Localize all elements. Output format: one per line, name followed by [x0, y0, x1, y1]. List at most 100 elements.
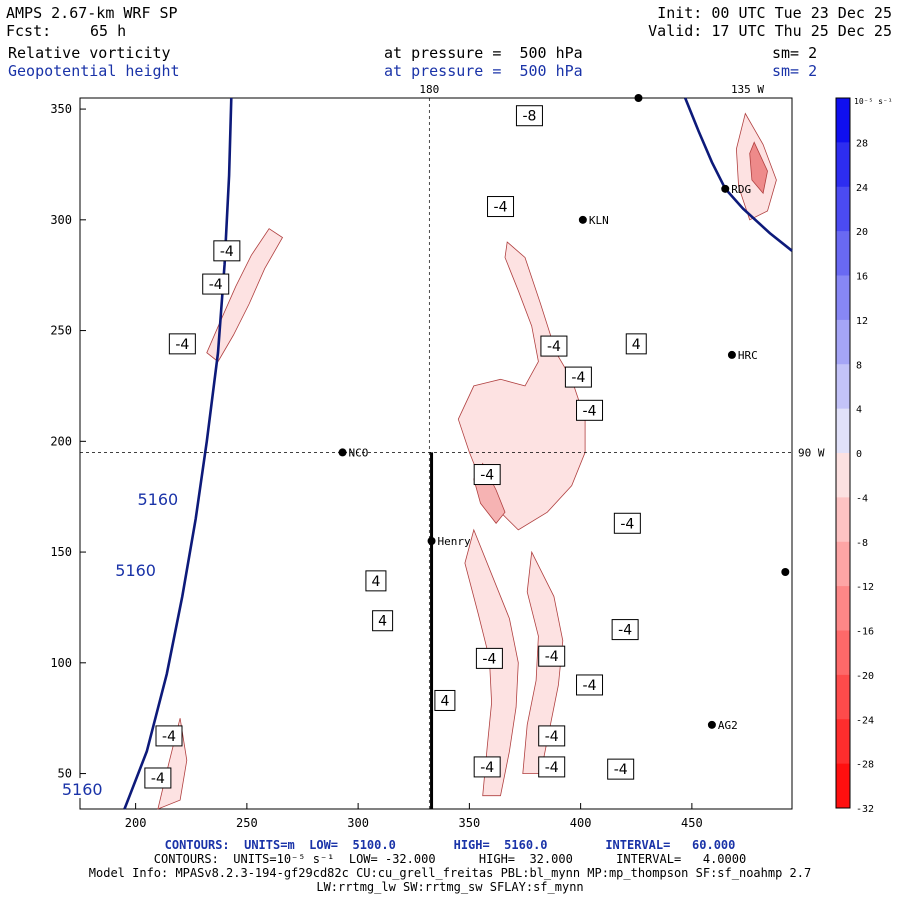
colorbar-swatch-1 — [836, 142, 850, 188]
y-tick-label-350: 350 — [50, 102, 72, 116]
axes: 200 250 300 350 400 450 50 100 150 200 250 300 350 — [50, 102, 702, 830]
vorticity-label-box-16 — [576, 674, 604, 696]
vorticity-label-box-4 — [168, 333, 196, 355]
field-2-smoothing: sm= 2 — [772, 62, 818, 80]
x-tick-label-250: 250 — [236, 816, 258, 830]
colorbar-level-6: 8 — [856, 360, 862, 371]
vorticity-label-0: -8 — [522, 109, 536, 125]
vorticity-label-box-12 — [372, 610, 394, 632]
model-info: Model Info: MPASv8.2.3-194-gf29cd82c CU:… — [88, 866, 812, 880]
colorbar-unit: 10⁻⁵ s⁻¹ — [854, 97, 893, 106]
station-marker-3 — [721, 184, 730, 193]
vorticity-label-box-7 — [564, 366, 592, 388]
x-tick-label-300: 300 — [347, 816, 369, 830]
vorticity-label-5: -4 — [547, 339, 561, 355]
vorticity-label-1: -4 — [494, 200, 508, 216]
vorticity-label-7: -4 — [571, 370, 585, 386]
colorbar-level-8: 0 — [856, 449, 862, 460]
colorbar-swatch-9 — [836, 497, 850, 543]
vorticity-label-3: -4 — [209, 277, 223, 293]
colorbar-swatch-2 — [836, 186, 850, 232]
station-marker-7 — [634, 94, 643, 102]
station-marker-5 — [707, 720, 716, 729]
height-label-bg-0-0 — [135, 487, 182, 508]
height-contour-info: CONTOURS: UNITS=m LOW= 5100.0 HIGH= 5160… — [164, 838, 736, 852]
vorticity-label-23: -4 — [614, 762, 628, 778]
colorbar-level-14: -24 — [856, 715, 874, 726]
station-marker-2 — [578, 215, 587, 224]
station-marker-1 — [427, 536, 436, 545]
colorbar-swatch-15 — [836, 763, 850, 809]
colorbar-swatch-12 — [836, 630, 850, 676]
meridian-label-2: 90 W — [798, 446, 825, 459]
vorticity-label-9: -4 — [480, 468, 494, 484]
vorticity-label-15: -4 — [545, 649, 559, 665]
height-contours: 5160 5160 5160 — [60, 97, 793, 810]
model-info-radiation: LW:rrtmg_lw SW:rrtmg_sw SFLAY:sf_mynn — [316, 880, 584, 894]
y-tick-label-50: 50 — [58, 767, 72, 781]
height-contour-label-0-2: 5160 — [62, 780, 103, 799]
vorticity-label-16: -4 — [583, 678, 597, 694]
colorbar-level-7: 4 — [856, 405, 862, 416]
vorticity-labels: -8 -4 -4 -4 -4 -4 4 -4 -4 -4 -4 4 4 -4 -4 -4 -4 4 -4 -4 -4 -4… — [144, 105, 647, 789]
station-label-3: RDG — [731, 183, 751, 196]
x-tick-label-200: 200 — [125, 816, 147, 830]
vorticity-label-box-1 — [487, 196, 515, 218]
colorbar: 28 24 20 16 12 8 4 0 -4 -8 -12 -16 -20 -24 -28 -32 10⁻⁵ … — [835, 97, 893, 815]
vorticity-label-box-22 — [144, 767, 172, 789]
vorticity-label-14: -4 — [482, 651, 496, 667]
height-label-bg-0-1 — [113, 558, 160, 579]
vorticity-label-box-20 — [473, 756, 501, 778]
vorticity-label-box-14 — [475, 647, 503, 669]
height-contour-label-0-0: 5160 — [138, 490, 179, 509]
vorticity-label-13: -4 — [618, 623, 632, 639]
colorbar-swatch-7 — [836, 408, 850, 454]
station-label-2: KLN — [589, 214, 609, 227]
vorticity-label-8: -4 — [583, 403, 597, 419]
colorbar-frame — [835, 97, 851, 809]
meridian-lines: 180 135 W 90 W — [80, 83, 825, 809]
colorbar-swatch-11 — [836, 586, 850, 631]
height-contour-line-0 — [123, 97, 233, 810]
y-tick-label-300: 300 — [50, 213, 72, 227]
vorticity-label-box-11 — [365, 570, 387, 592]
station-label-1: Henry — [438, 535, 471, 548]
y-tick-label-200: 200 — [50, 434, 72, 448]
vorticity-label-17: 4 — [440, 693, 449, 709]
y-tick-label-150: 150 — [50, 545, 72, 559]
vorticity-region-1 — [206, 228, 284, 363]
y-tick-label-250: 250 — [50, 324, 72, 338]
meridian-label-0: 180 — [419, 83, 439, 96]
vorticity-label-box-18 — [155, 725, 183, 747]
vorticity-label-19: -4 — [545, 729, 559, 745]
colorbar-swatch-5 — [836, 319, 850, 365]
colorbar-swatch-4 — [836, 275, 850, 321]
vorticity-label-12: 4 — [378, 614, 387, 630]
vorticity-label-10: -4 — [620, 516, 634, 532]
init-time: Init: 00 UTC Tue 23 Dec 25 — [657, 4, 892, 22]
vorticity-label-box-8 — [576, 399, 604, 421]
vorticity-map-chart: 5160 5160 5160 180 135 W 90 W NCO Henry KLN RDG… — [50, 83, 893, 830]
x-tick-label-450: 450 — [681, 816, 703, 830]
field-1-name: Relative vorticity — [8, 44, 171, 62]
station-label-0: NCO — [349, 446, 369, 459]
forecast-label: Fcst: — [6, 22, 52, 40]
station-label-4: HRC — [738, 349, 758, 362]
vorticity-label-box-0 — [515, 105, 543, 127]
colorbar-level-15: -28 — [856, 760, 874, 771]
x-tick-label-400: 400 — [570, 816, 592, 830]
vorticity-label-4: -4 — [175, 337, 189, 353]
colorbar-level-4: 16 — [856, 272, 868, 283]
vorticity-label-box-5 — [540, 335, 568, 357]
vorticity-label-box-2 — [213, 240, 241, 262]
field-2-level: at pressure = 500 hPa — [384, 62, 583, 80]
y-tick-label-100: 100 — [50, 656, 72, 670]
colorbar-level-16: -32 — [856, 804, 874, 815]
colorbar-swatch-8 — [836, 453, 850, 498]
vorticity-contour-info: CONTOURS: UNITS=10⁻⁵ s⁻¹ LOW= -32.000 HI… — [153, 852, 747, 866]
colorbar-level-9: -4 — [856, 493, 868, 504]
vorticity-label-22: -4 — [151, 771, 165, 787]
vorticity-label-box-23 — [607, 758, 635, 780]
model-title: AMPS 2.67-km WRF SP — [6, 4, 178, 22]
colorbar-level-13: -20 — [856, 671, 874, 682]
